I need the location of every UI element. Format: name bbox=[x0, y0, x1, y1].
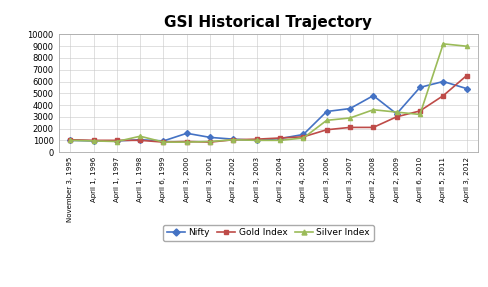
Nifty bbox=[394, 112, 400, 116]
Gold Index bbox=[417, 109, 423, 113]
Nifty bbox=[370, 94, 376, 97]
Gold Index bbox=[347, 126, 353, 129]
Silver Index bbox=[370, 108, 376, 111]
Silver Index bbox=[394, 110, 400, 114]
Silver Index bbox=[184, 140, 190, 144]
Nifty bbox=[184, 131, 190, 135]
Nifty bbox=[230, 137, 236, 141]
Silver Index bbox=[207, 140, 213, 143]
Nifty bbox=[137, 138, 143, 141]
Silver Index bbox=[67, 139, 73, 142]
Silver Index bbox=[230, 138, 236, 141]
Nifty bbox=[207, 136, 213, 139]
Nifty bbox=[91, 139, 97, 143]
Nifty bbox=[254, 139, 260, 142]
Line: Silver Index: Silver Index bbox=[68, 42, 468, 144]
Silver Index bbox=[324, 119, 329, 122]
Title: GSI Historical Trajectory: GSI Historical Trajectory bbox=[164, 15, 372, 30]
Gold Index bbox=[440, 94, 446, 97]
Nifty bbox=[440, 80, 446, 83]
Line: Gold Index: Gold Index bbox=[68, 73, 468, 144]
Silver Index bbox=[277, 139, 283, 142]
Gold Index bbox=[114, 139, 120, 142]
Silver Index bbox=[114, 140, 120, 143]
Silver Index bbox=[161, 140, 166, 144]
Gold Index bbox=[370, 126, 376, 129]
Nifty bbox=[277, 137, 283, 140]
Silver Index bbox=[464, 44, 469, 48]
Gold Index bbox=[161, 140, 166, 144]
Nifty bbox=[67, 139, 73, 142]
Nifty bbox=[347, 107, 353, 110]
Gold Index bbox=[207, 140, 213, 144]
Nifty bbox=[324, 110, 329, 113]
Gold Index bbox=[184, 140, 190, 143]
Gold Index bbox=[137, 139, 143, 142]
Legend: Nifty, Gold Index, Silver Index: Nifty, Gold Index, Silver Index bbox=[163, 225, 374, 241]
Line: Nifty: Nifty bbox=[68, 79, 468, 143]
Nifty bbox=[161, 139, 166, 143]
Silver Index bbox=[137, 135, 143, 138]
Nifty bbox=[114, 139, 120, 143]
Silver Index bbox=[417, 113, 423, 116]
Silver Index bbox=[91, 139, 97, 143]
Gold Index bbox=[394, 115, 400, 119]
Silver Index bbox=[347, 116, 353, 120]
Gold Index bbox=[324, 128, 329, 131]
Gold Index bbox=[91, 139, 97, 142]
Gold Index bbox=[254, 137, 260, 141]
Gold Index bbox=[301, 135, 306, 139]
Nifty bbox=[464, 87, 469, 90]
Nifty bbox=[417, 86, 423, 89]
Gold Index bbox=[67, 138, 73, 141]
Silver Index bbox=[440, 42, 446, 46]
Silver Index bbox=[254, 139, 260, 142]
Gold Index bbox=[277, 136, 283, 140]
Silver Index bbox=[301, 136, 306, 140]
Gold Index bbox=[464, 74, 469, 77]
Gold Index bbox=[230, 138, 236, 141]
Nifty bbox=[301, 133, 306, 136]
